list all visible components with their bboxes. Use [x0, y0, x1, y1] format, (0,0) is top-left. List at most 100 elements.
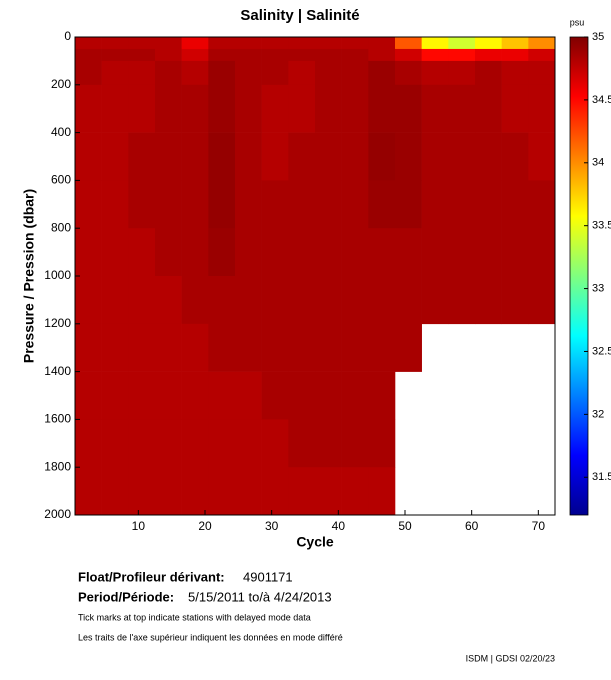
heat-cell [368, 228, 396, 277]
heat-cell [101, 371, 129, 420]
heat-cell [208, 419, 236, 468]
heat-cell [421, 84, 449, 133]
heat-cell [421, 48, 449, 62]
heat-cell [181, 419, 209, 468]
heat-cell [395, 180, 422, 229]
heat-cell [421, 276, 449, 325]
heat-cell [101, 84, 129, 133]
heat-cell [208, 84, 236, 133]
y-tick-label: 1000 [44, 268, 71, 282]
heat-cell [261, 228, 289, 277]
heat-cell [341, 228, 369, 277]
x-tick-label: 20 [198, 519, 212, 533]
heat-cell [75, 84, 102, 133]
heat-cell [101, 276, 129, 325]
heat-cell [75, 60, 102, 86]
x-axis-label: Cycle [296, 534, 334, 550]
heat-cell [261, 276, 289, 325]
heat-cell [475, 276, 502, 325]
heat-cell [235, 276, 262, 325]
heat-cell [235, 323, 262, 372]
heat-cell [101, 467, 129, 516]
heat-cell [395, 37, 422, 50]
heat-cell [208, 48, 236, 62]
heat-cell [528, 48, 556, 62]
y-tick-label: 1400 [44, 364, 71, 378]
heat-cell [208, 180, 236, 229]
heat-cell [128, 467, 156, 516]
heat-cell [181, 48, 209, 62]
heat-cell [475, 132, 502, 181]
heat-cell [235, 371, 262, 420]
heat-cell [101, 228, 129, 277]
heat-cell [128, 276, 156, 325]
heat-cell [315, 37, 342, 50]
heat-cell [341, 37, 369, 50]
heat-cell [155, 37, 182, 50]
heat-cell [101, 48, 129, 62]
heat-cell [261, 467, 289, 516]
y-tick-label: 0 [64, 29, 71, 43]
heat-cell [128, 419, 156, 468]
colorbar-tick-label: 34 [592, 157, 604, 169]
heat-cell [395, 60, 422, 86]
float-id: 4901171 [243, 569, 293, 584]
heat-cell [128, 323, 156, 372]
heat-cell [235, 48, 262, 62]
heat-cell [315, 228, 342, 277]
heat-cell [395, 276, 422, 325]
heat-cell [261, 84, 289, 133]
heat-cell [315, 84, 342, 133]
period-label: Period/Période: [78, 589, 174, 604]
heat-cell [101, 323, 129, 372]
heat-cell [475, 48, 502, 62]
heat-cell [181, 180, 209, 229]
heat-cell [395, 323, 422, 372]
heat-cell [261, 37, 289, 50]
heat-cell [315, 48, 342, 62]
heat-cell [368, 132, 396, 181]
heat-cell [128, 48, 156, 62]
heat-cell [208, 276, 236, 325]
heat-cell [501, 48, 529, 62]
heat-cell [235, 60, 262, 86]
heat-cell [235, 180, 262, 229]
heat-cell [368, 84, 396, 133]
heat-cell [501, 60, 529, 86]
heat-cell [341, 132, 369, 181]
heat-cell [288, 84, 316, 133]
heat-cell [288, 467, 316, 516]
heat-cell [155, 323, 182, 372]
heat-cell [101, 132, 129, 181]
heat-cell [528, 276, 556, 325]
heat-cell [128, 84, 156, 133]
heat-cell [155, 419, 182, 468]
heat-cell [128, 228, 156, 277]
heat-cell [208, 60, 236, 86]
heat-cell [341, 371, 369, 420]
colorbar-tick-label: 33 [592, 282, 604, 294]
heat-cell [341, 84, 369, 133]
heat-cell [181, 467, 209, 516]
heat-cell [368, 419, 396, 468]
heat-cell [475, 37, 502, 50]
heat-cell [341, 467, 369, 516]
heat-cell [75, 48, 102, 62]
heat-cell [341, 60, 369, 86]
heat-cell [368, 180, 396, 229]
heat-cell [235, 84, 262, 133]
heat-cell [315, 323, 342, 372]
heat-cell [448, 60, 476, 86]
heat-cell [501, 228, 529, 277]
heat-cell [155, 467, 182, 516]
heat-cell [368, 371, 396, 420]
heat-cell [421, 228, 449, 277]
heat-cell [528, 37, 556, 50]
heat-cell [75, 37, 102, 50]
heat-cell [128, 132, 156, 181]
heat-cell [368, 60, 396, 86]
heat-cell [288, 132, 316, 181]
heat-cell [528, 180, 556, 229]
heat-cell [181, 37, 209, 50]
heat-cell [475, 84, 502, 133]
